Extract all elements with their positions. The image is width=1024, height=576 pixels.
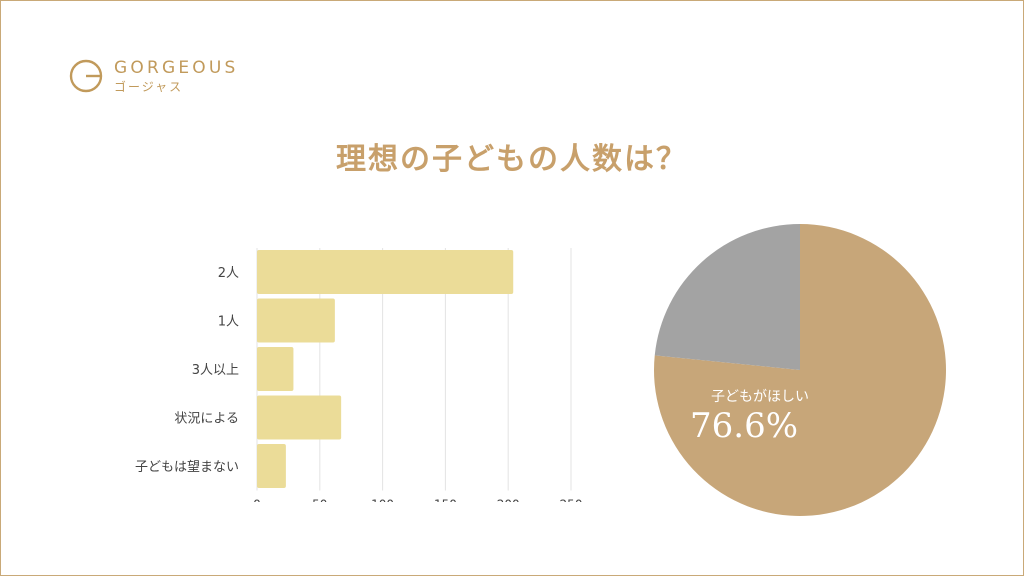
x-tick-label: 0 — [253, 498, 261, 503]
category-label: 3人以上 — [192, 363, 239, 378]
bar — [257, 250, 514, 294]
x-tick-label: 150 — [434, 498, 457, 503]
pie-value-label: 76.6% — [690, 406, 799, 446]
pie-chart — [654, 224, 946, 516]
brand-name: GORGEOUS — [114, 58, 239, 78]
bar — [257, 347, 294, 391]
bar — [257, 444, 286, 488]
category-label: 子どもは望まない — [135, 459, 239, 475]
category-label: 状況による — [174, 412, 239, 427]
pie-slice — [654, 224, 800, 370]
page-title: 理想の子どもの人数は？ — [336, 142, 688, 177]
brand-logo: GORGEOUS ゴージャス — [66, 56, 286, 100]
x-tick-label: 200 — [497, 498, 520, 503]
bar — [257, 395, 342, 440]
x-tick-label: 50 — [312, 498, 327, 503]
x-tick-label: 250 — [560, 498, 583, 503]
category-label: 1人 — [218, 315, 239, 330]
x-tick-label: 100 — [371, 498, 394, 503]
bar — [257, 298, 335, 343]
brand-logo-icon — [69, 59, 103, 93]
brand-kana: ゴージャス — [114, 80, 184, 94]
pie-label: 子どもがほしい — [711, 389, 809, 405]
category-label: 2人 — [218, 266, 239, 281]
